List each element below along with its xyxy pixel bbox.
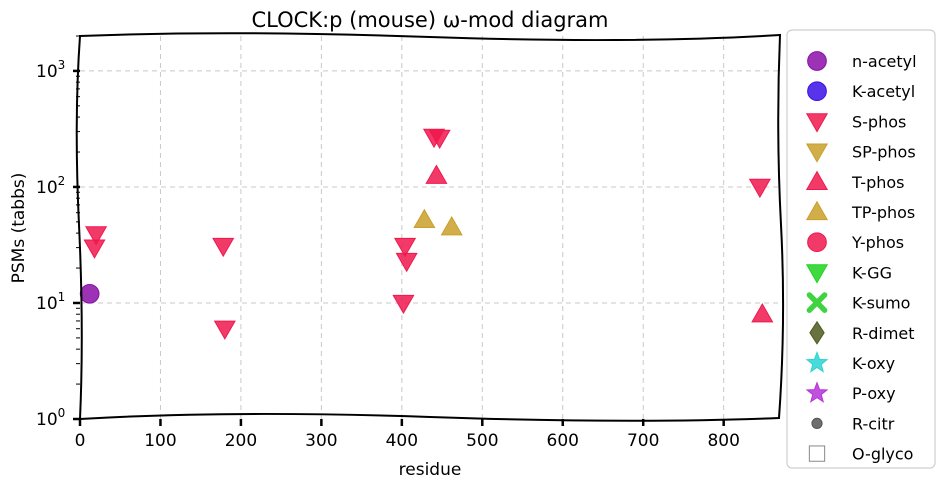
plot-frame	[75, 32, 785, 422]
data-point-s-phos	[392, 294, 415, 315]
x-tick-label: 0	[75, 431, 86, 451]
legend-marker-p-oxy	[805, 381, 829, 403]
y-tick-label: 100	[36, 406, 65, 430]
legend-marker-r-dimet	[809, 320, 825, 345]
y-tick-label: 102	[36, 174, 65, 198]
data-point-s-phos	[85, 226, 108, 246]
x-axis-label: residue	[399, 460, 462, 480]
legend-label: R-dimet	[852, 324, 915, 343]
legend-label: O-glyco	[852, 445, 913, 464]
data-point-s-phos	[212, 237, 235, 258]
legend-marker-k-gg	[805, 264, 829, 284]
x-tick-label: 300	[305, 431, 337, 451]
legend-box	[786, 29, 936, 469]
legend-label: T-phos	[851, 173, 905, 192]
legend-marker-sp-phos	[805, 143, 829, 163]
data-point-t-phos	[751, 303, 774, 323]
data-point-s-phos	[393, 237, 417, 258]
data-point-t-phos	[425, 164, 448, 184]
chart-title: CLOCK:p (mouse) ω-mod diagram	[252, 8, 609, 32]
data-point-s-phos	[83, 239, 106, 259]
legend: n-acetyl K-acetyl S-phos SP-phos T-phos TP-ph…	[786, 29, 936, 469]
legend-marker-s-phos	[805, 113, 829, 133]
x-tick-label: 200	[225, 431, 257, 451]
legend-label: Y-phos	[851, 233, 904, 252]
legend-label: K-acetyl	[852, 82, 915, 101]
data-point-n-acetyl	[79, 283, 100, 304]
x-axis: 0 100 200 300 400 500 600 700 800	[75, 419, 740, 451]
legend-marker-y-phos	[807, 232, 827, 253]
legend-marker-k-sumo	[806, 292, 828, 313]
data-points	[79, 128, 774, 340]
legend-label: R-citr	[852, 414, 895, 433]
legend-marker-tp-phos	[805, 200, 829, 221]
x-tick-label: 800	[707, 431, 739, 451]
y-tick-label: 103	[36, 58, 65, 82]
x-tick-label: 100	[144, 431, 176, 451]
y-axis: 100 101 102 103	[36, 35, 80, 430]
legend-marker-n-acetyl	[807, 51, 827, 71]
legend-marker-t-phos	[805, 170, 829, 190]
legend-label: K-sumo	[852, 294, 910, 313]
data-point-tp-phos	[440, 215, 463, 236]
x-tick-label: 600	[547, 431, 579, 451]
legend-label: P-oxy	[852, 384, 896, 403]
data-point-s-phos	[428, 129, 451, 150]
legend-label: SP-phos	[852, 143, 916, 162]
legend-label: S-phos	[852, 112, 906, 131]
data-point-tp-phos	[413, 208, 436, 229]
legend-marker-r-citr	[811, 417, 823, 429]
legend-marker-k-acetyl	[807, 81, 827, 102]
x-tick-label: 700	[627, 431, 659, 451]
data-point-s-phos	[748, 178, 771, 199]
legend-label: TP-phos	[851, 203, 915, 222]
grid	[80, 36, 780, 419]
data-point-s-phos	[213, 320, 236, 340]
legend-marker-k-oxy	[805, 351, 829, 373]
legend-label: K-GG	[852, 263, 892, 282]
data-point-s-phos	[395, 252, 418, 273]
legend-label: K-oxy	[852, 354, 895, 373]
x-tick-label: 400	[386, 431, 418, 451]
y-axis-label: PSMs (tabbs)	[9, 173, 29, 284]
legend-marker-o-glyco	[808, 445, 826, 462]
y-tick-label: 101	[36, 290, 65, 314]
legend-label: n-acetyl	[852, 52, 917, 71]
x-tick-label: 500	[466, 431, 498, 451]
